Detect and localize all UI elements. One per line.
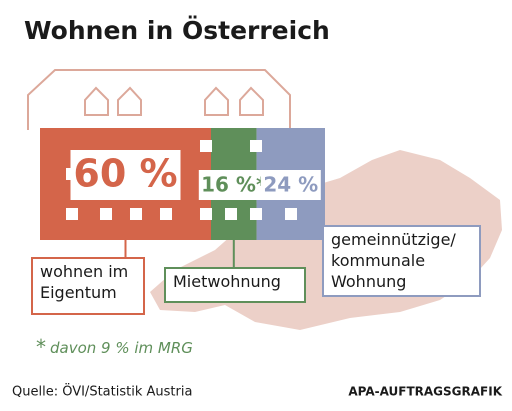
labels: 60 % wohnen im Eigentum 16 %* Mietwohnung 24 … [31, 150, 481, 315]
value-label-box [198, 170, 269, 200]
footnote-marker: * [36, 335, 46, 359]
source: Quelle: ÖVI/Statistik Austria [12, 383, 192, 400]
category-box [164, 267, 306, 303]
value-label: 16 %* [201, 173, 267, 197]
value-label: 24 % [263, 173, 318, 197]
category-label: wohnen im Eigentum [40, 262, 128, 302]
category-label: gemeinnützige/kommunale Wohnung [331, 230, 456, 291]
roof [27, 69, 291, 130]
title: Wohnen in Österreich [24, 15, 330, 45]
category-box [31, 257, 145, 315]
credit: APA-AUFTRAGSGRAFIK [348, 385, 502, 399]
value-label-box [70, 150, 181, 200]
category-box [322, 225, 481, 297]
category-label: Mietwohnung [173, 272, 281, 291]
value-label: 60 % [73, 152, 177, 196]
roof-windows [84, 86, 264, 116]
footnote: * davon 9 % im MRG [36, 335, 193, 359]
value-label-box [260, 170, 321, 200]
footnote-text: davon 9 % im MRG [50, 339, 193, 357]
